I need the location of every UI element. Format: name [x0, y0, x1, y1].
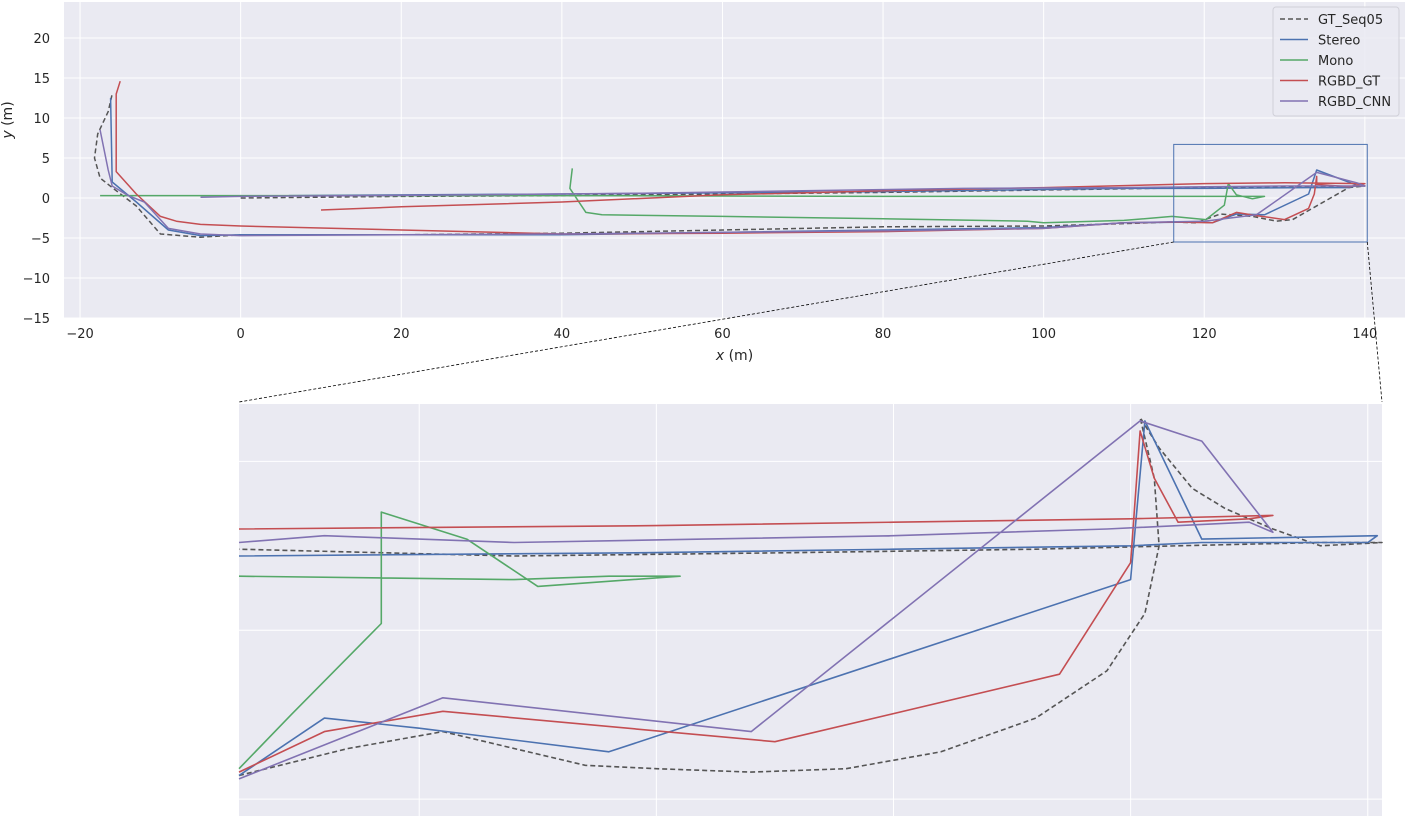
x-tick-label: 20: [393, 327, 410, 342]
zoom-connector-left: [238, 241, 1174, 403]
y-tick-label: −5: [31, 232, 50, 247]
inset-plot-area: [239, 404, 1382, 816]
legend-box: [1272, 6, 1400, 117]
inset-series-line-stereo: [238, 420, 1379, 777]
inset-series-line-mono: [238, 511, 681, 770]
legend: GT_Seq05 Stereo Mono RGBD_GT RGBD_CNN: [1272, 6, 1400, 117]
inset-grid: [239, 404, 1382, 816]
series-line-gt-seq05: [93, 93, 1366, 238]
x-tick-label: 40: [554, 327, 571, 342]
y-axis-label: y (m): [0, 101, 16, 139]
y-tick-label: 20: [33, 32, 50, 47]
series-line-mono: [100, 168, 1266, 224]
main-plot-area: [64, 2, 1405, 318]
x-tick-label: 100: [1031, 327, 1056, 342]
x-tick-label: 60: [714, 327, 731, 342]
main-series: [93, 80, 1366, 238]
legend-label: RGBD_CNN: [1318, 95, 1391, 110]
series-line-rgbd-gt: [115, 80, 1366, 235]
legend-label: Stereo: [1318, 34, 1360, 49]
x-axis-label: x (m): [715, 348, 753, 364]
zoom-inset-chart: [238, 404, 1383, 816]
inset-series-line-rgbd-gt: [238, 430, 1274, 773]
legend-label: Mono: [1318, 54, 1353, 69]
y-tick-label: 0: [42, 192, 50, 207]
x-tick-label: 140: [1352, 327, 1377, 342]
y-tick-label: 5: [42, 152, 50, 167]
x-tick-label: 80: [875, 327, 892, 342]
x-tick-label: 120: [1192, 327, 1217, 342]
series-line-rgbd-cnn: [99, 129, 1366, 237]
legend-label: GT_Seq05: [1318, 13, 1383, 28]
y-tick-label: −15: [23, 312, 50, 327]
zoom-region-box: [1173, 143, 1368, 243]
inset-series-line-rgbd-cnn: [238, 420, 1274, 780]
legend-label: RGBD_GT: [1318, 75, 1380, 90]
y-tick-label: −10: [23, 272, 50, 287]
inset-series: [238, 416, 1383, 780]
y-tick-label: 10: [33, 112, 50, 127]
x-tick-label: −20: [66, 327, 93, 342]
main-y-ticks: −15 −10 −5 0 5 10 15 20: [23, 32, 50, 327]
y-tick-label: 15: [33, 72, 50, 87]
main-x-ticks: −20 0 20 40 60 80 100 120 140: [66, 327, 1377, 342]
x-tick-label: 0: [237, 327, 245, 342]
zoom-connector-right: [1366, 241, 1383, 403]
main-chart: −20 0 20 40 60 80 100 120 140 −15 −10 −5 0 5 10 15 20 x…: [0, 2, 1405, 364]
